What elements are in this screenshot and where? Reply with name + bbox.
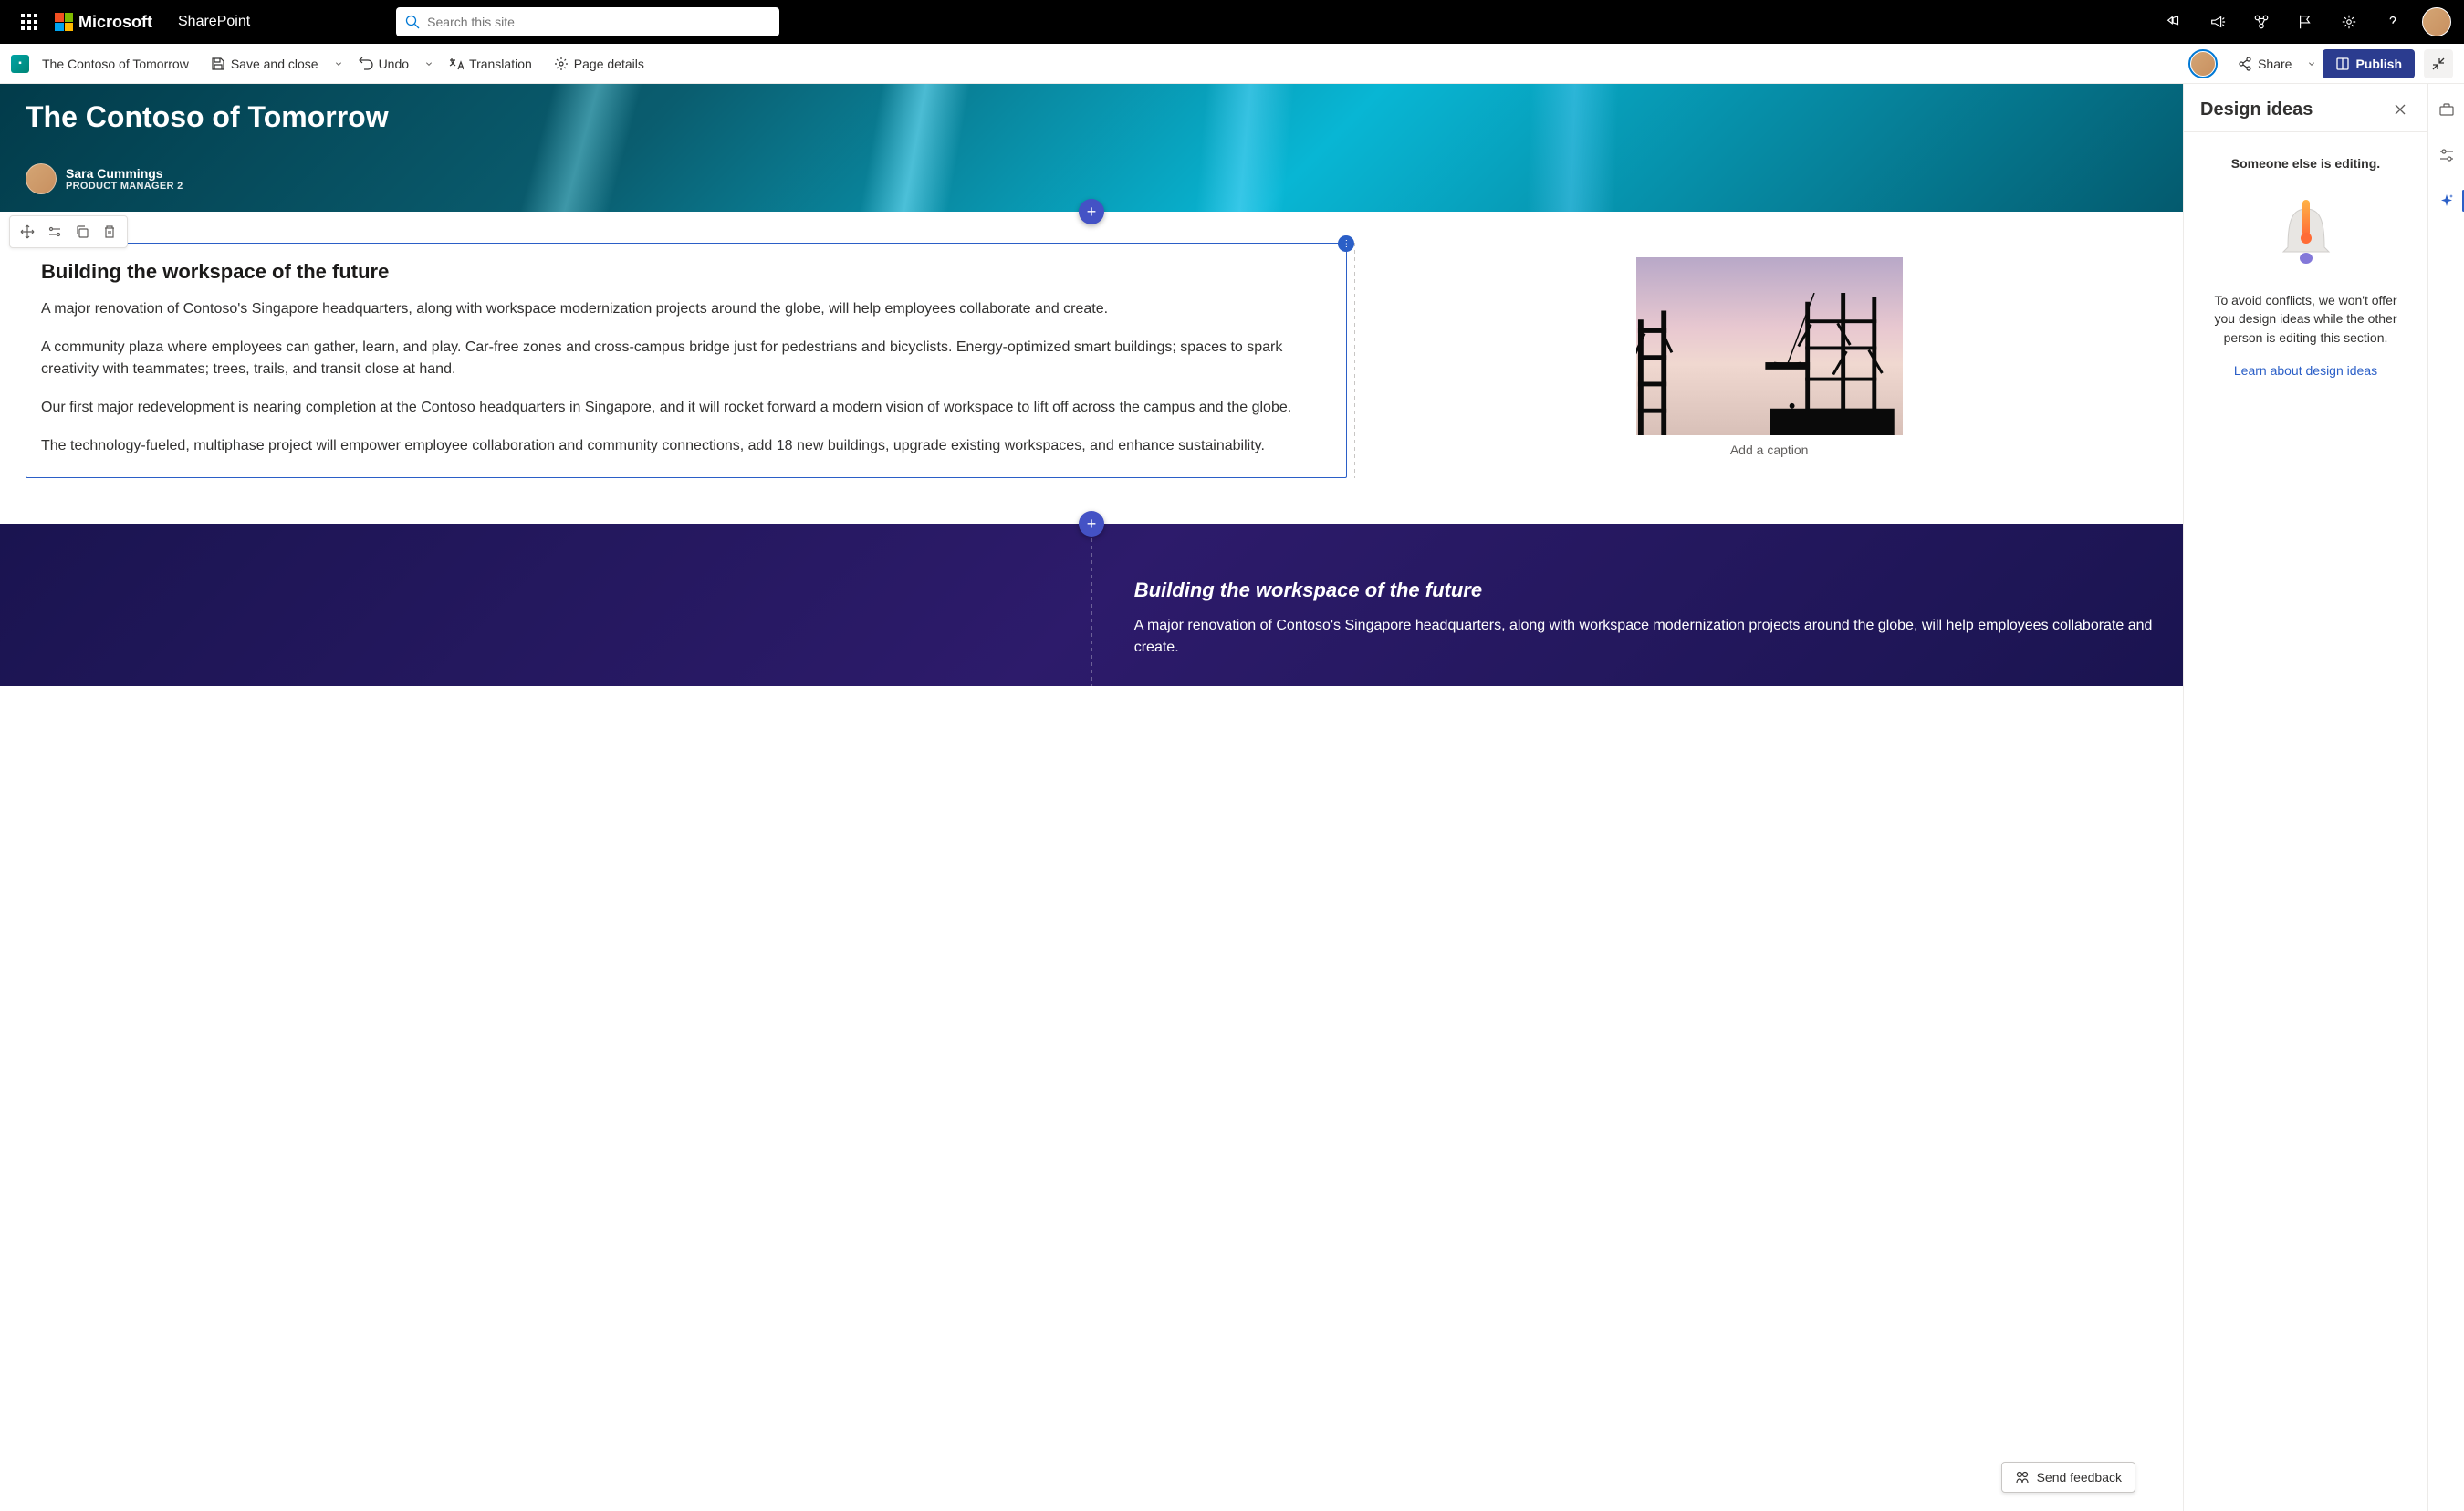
- undo-chevron-icon[interactable]: [422, 59, 436, 68]
- collapse-icon: [2431, 57, 2446, 71]
- section-2-dark: Building the workspace of the future A m…: [0, 524, 2183, 686]
- site-logo-icon: ▪: [11, 55, 29, 73]
- collapse-button[interactable]: [2424, 49, 2453, 78]
- brand-text: Microsoft: [78, 13, 152, 32]
- share-icon: [2238, 57, 2252, 71]
- app-name: SharePoint: [178, 14, 250, 30]
- share-chevron-icon[interactable]: [2304, 59, 2319, 68]
- panel-text: To avoid conflicts, we won't offer you d…: [2206, 291, 2406, 347]
- panel-rail: [2427, 84, 2464, 1511]
- panel-link[interactable]: Learn about design ideas: [2206, 363, 2406, 378]
- header-actions: [2154, 0, 2457, 44]
- author-block: Sara Cummings PRODUCT MANAGER 2: [26, 163, 2157, 194]
- webpart-toolbar: [9, 215, 128, 248]
- coauthor-avatar[interactable]: [2188, 49, 2218, 78]
- main-layout: The Contoso of Tomorrow Sara Cummings PR…: [0, 84, 2464, 1511]
- panel-message: Someone else is editing.: [2206, 156, 2406, 171]
- save-chevron-icon[interactable]: [331, 59, 346, 68]
- add-section-top-button[interactable]: +: [1079, 199, 1104, 224]
- microsoft-logo: Microsoft: [55, 13, 152, 32]
- content-p2: A community plaza where employees can ga…: [41, 337, 1331, 380]
- settings-icon[interactable]: [2329, 0, 2369, 44]
- image-webpart[interactable]: Add a caption: [1381, 257, 2157, 457]
- webpart-handle-icon[interactable]: ⋮: [1338, 235, 1354, 252]
- send-feedback-button[interactable]: Send feedback: [2001, 1462, 2135, 1493]
- save-close-button[interactable]: Save and close: [202, 49, 328, 78]
- publish-button[interactable]: Publish: [2323, 49, 2415, 78]
- content-p3: Our first major redevelopment is nearing…: [41, 397, 1331, 419]
- megaphone-icon[interactable]: [2198, 0, 2238, 44]
- dark-p1: A major renovation of Contoso's Singapor…: [1134, 615, 2157, 659]
- undo-button[interactable]: Undo: [350, 49, 418, 78]
- microsoft-squares-icon: [55, 13, 73, 31]
- translation-icon: [449, 57, 464, 71]
- column-left: ⋮ Building the workspace of the future A…: [26, 243, 1347, 478]
- move-icon[interactable]: [14, 220, 41, 244]
- dark-column-right: Building the workspace of the future A m…: [1134, 578, 2157, 659]
- flag-icon[interactable]: [2285, 0, 2325, 44]
- suite-header: Microsoft SharePoint: [0, 0, 2464, 44]
- close-icon: [2393, 102, 2407, 117]
- text-webpart[interactable]: ⋮ Building the workspace of the future A…: [26, 243, 1347, 478]
- search-input[interactable]: [427, 15, 770, 29]
- content-heading: Building the workspace of the future: [41, 260, 1331, 284]
- hero-section: The Contoso of Tomorrow Sara Cummings PR…: [0, 84, 2183, 212]
- dark-column-divider: [1091, 524, 1092, 686]
- connections-icon[interactable]: [2241, 0, 2281, 44]
- site-name-breadcrumb[interactable]: The Contoso of Tomorrow: [33, 49, 198, 78]
- help-icon[interactable]: [2373, 0, 2413, 44]
- share-button[interactable]: Share: [2229, 49, 2301, 78]
- publish-icon: [2335, 57, 2350, 71]
- section-1: + ⋮ Building the workspace of the future…: [0, 212, 2183, 524]
- feedback-icon: [2015, 1470, 2030, 1485]
- content-p4: The technology-fueled, multiphase projec…: [41, 435, 1331, 457]
- sliders-icon[interactable]: [2432, 141, 2461, 170]
- panel-close-button[interactable]: [2389, 99, 2411, 120]
- column-divider: [1354, 243, 1355, 478]
- translation-button[interactable]: Translation: [440, 49, 541, 78]
- gear-icon: [554, 57, 569, 71]
- app-launcher-icon[interactable]: [7, 0, 51, 44]
- toolbox-icon[interactable]: [2432, 95, 2461, 124]
- amplify-icon[interactable]: [2154, 0, 2194, 44]
- duplicate-icon[interactable]: [68, 220, 96, 244]
- command-bar: ▪ The Contoso of Tomorrow Save and close…: [0, 44, 2464, 84]
- author-role: PRODUCT MANAGER 2: [66, 181, 183, 192]
- delete-icon[interactable]: [96, 220, 123, 244]
- content-p1: A major renovation of Contoso's Singapor…: [41, 298, 1331, 320]
- canvas[interactable]: The Contoso of Tomorrow Sara Cummings PR…: [0, 84, 2183, 1511]
- undo-icon: [359, 57, 373, 71]
- dark-heading: Building the workspace of the future: [1134, 578, 2157, 602]
- column-right: Add a caption: [1363, 243, 2157, 478]
- sparkle-icon[interactable]: [2432, 186, 2461, 215]
- page-details-button[interactable]: Page details: [545, 49, 653, 78]
- panel-title: Design ideas: [2200, 99, 2313, 120]
- page-title: The Contoso of Tomorrow: [26, 100, 2157, 134]
- user-avatar[interactable]: [2417, 0, 2457, 44]
- author-avatar: [26, 163, 57, 194]
- image-placeholder: [1636, 257, 1903, 435]
- search-icon: [405, 15, 420, 29]
- design-ideas-panel: Design ideas Someone else is editing.: [2183, 84, 2464, 1511]
- edit-icon[interactable]: [41, 220, 68, 244]
- search-box[interactable]: [396, 7, 779, 36]
- author-name: Sara Cummings: [66, 166, 183, 181]
- bell-illustration-icon: [2260, 183, 2352, 275]
- caption-input[interactable]: Add a caption: [1730, 443, 1809, 457]
- save-icon: [211, 57, 225, 71]
- add-section-bottom-button[interactable]: +: [1079, 511, 1104, 537]
